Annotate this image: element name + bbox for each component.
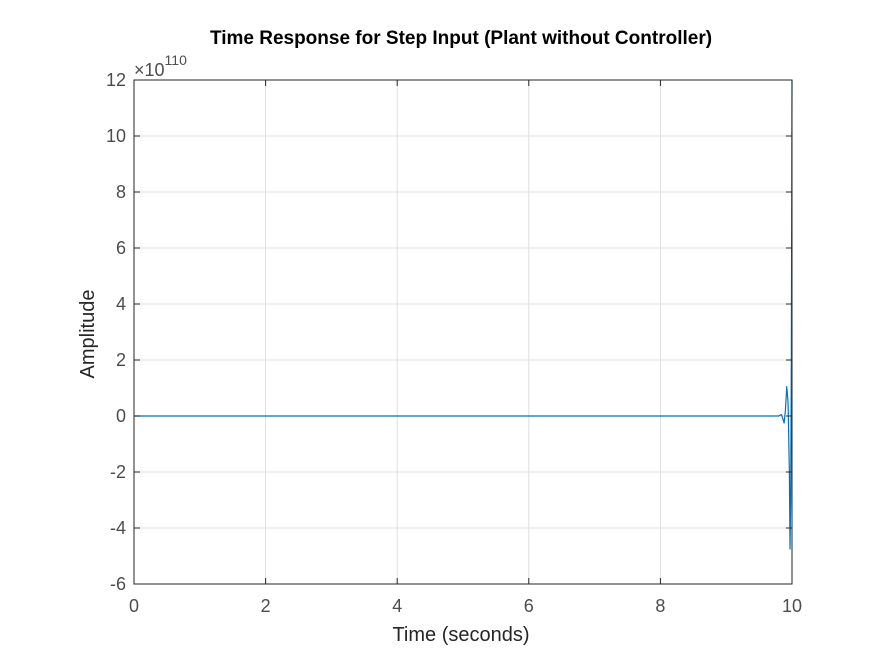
x-tick-label: 10 — [782, 596, 802, 616]
exponent-power: 110 — [165, 52, 188, 68]
y-tick-label: 0 — [116, 406, 126, 426]
y-tick-label: 12 — [106, 70, 126, 90]
x-tick-label: 4 — [392, 596, 402, 616]
y-tick-label: -4 — [110, 518, 126, 538]
y-tick-label: 2 — [116, 350, 126, 370]
exponent-label: ×10110 — [134, 52, 187, 80]
y-tick-label: 10 — [106, 126, 126, 146]
y-tick-label: 4 — [116, 294, 126, 314]
exponent-multiplier: ×10 — [134, 60, 165, 80]
axes-box — [133, 79, 793, 585]
x-axis-label: Time (seconds) — [392, 624, 529, 646]
x-tick-label: 2 — [261, 596, 271, 616]
y-axis-label: Amplitude — [77, 290, 99, 379]
tick-marks — [133, 79, 793, 585]
y-tick-label: -6 — [110, 574, 126, 594]
x-tick-label: 8 — [655, 596, 665, 616]
x-tick-label: 6 — [524, 596, 534, 616]
y-tick-label: -2 — [110, 462, 126, 482]
x-tick-label: 0 — [129, 596, 139, 616]
chart-title: Time Response for Step Input (Plant with… — [210, 28, 712, 49]
plot-area — [134, 79, 793, 550]
y-tick-label: 6 — [116, 238, 126, 258]
series-line-1 — [134, 79, 793, 550]
y-tick-label: 8 — [116, 182, 126, 202]
tick-labels: 0 2 4 6 8 10 -6 -4 -2 0 2 4 6 8 10 12 — [106, 70, 802, 616]
